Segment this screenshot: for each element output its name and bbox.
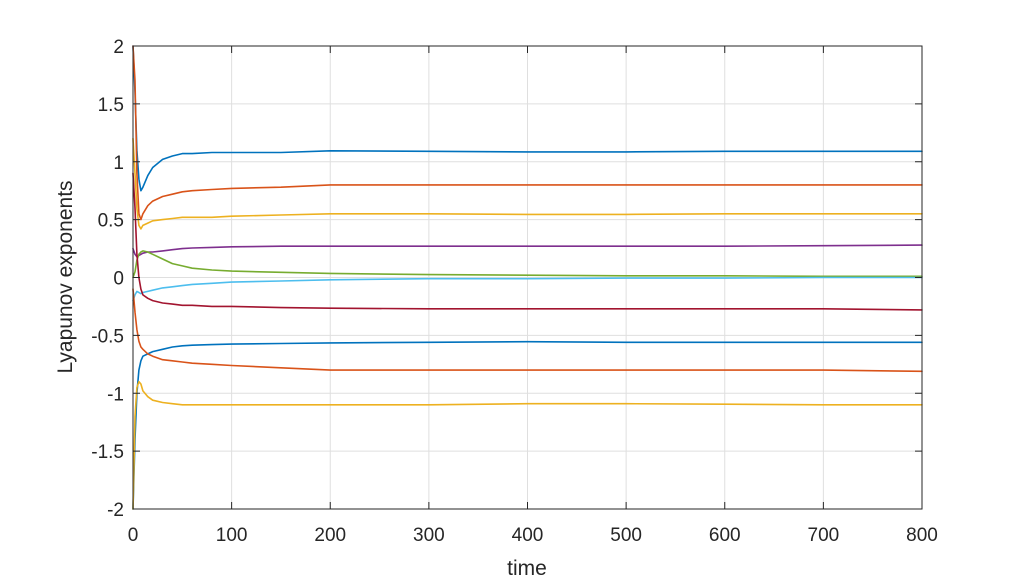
series-line-6 — [132, 276, 923, 302]
x-tick-label: 500 — [610, 525, 642, 546]
series-line-3 — [132, 137, 923, 230]
x-tick-label: 200 — [314, 525, 346, 546]
series-line-9 — [132, 288, 923, 373]
x-axis-label: time — [507, 557, 547, 580]
y-tick-label: -1 — [107, 384, 124, 405]
y-tick-label: 1 — [113, 153, 124, 174]
x-tick-label: 400 — [512, 525, 544, 546]
series-line-7 — [132, 172, 923, 311]
tick-labels: 0 100 200 300 400 500 600 700 800 -2 -1.5 -1 -0.5 0 0.… — [91, 37, 938, 546]
y-tick-label: 2 — [113, 37, 124, 58]
y-tick-label: -0.5 — [91, 326, 124, 347]
y-tick-label: -1.5 — [91, 442, 124, 463]
x-tick-label: 0 — [128, 525, 139, 546]
y-axis-label: Lyapunov exponents — [54, 180, 77, 373]
series-line-2 — [132, 45, 923, 221]
series-line-4 — [132, 244, 923, 258]
ticks — [132, 45, 923, 510]
y-tick-label: 0.5 — [98, 211, 124, 232]
x-tick-label: 600 — [709, 525, 741, 546]
series-line-5 — [132, 250, 923, 279]
y-tick-label: 1.5 — [98, 95, 124, 116]
series-layer — [132, 45, 923, 510]
series-line-10 — [132, 380, 923, 510]
series-line-8 — [132, 340, 923, 510]
y-tick-label: 0 — [113, 269, 124, 290]
x-tick-label: 300 — [413, 525, 445, 546]
y-tick-label: -2 — [107, 500, 124, 521]
series-line-1 — [132, 45, 923, 192]
x-tick-label: 100 — [216, 525, 248, 546]
x-tick-label: 700 — [808, 525, 840, 546]
x-tick-label: 800 — [906, 525, 938, 546]
